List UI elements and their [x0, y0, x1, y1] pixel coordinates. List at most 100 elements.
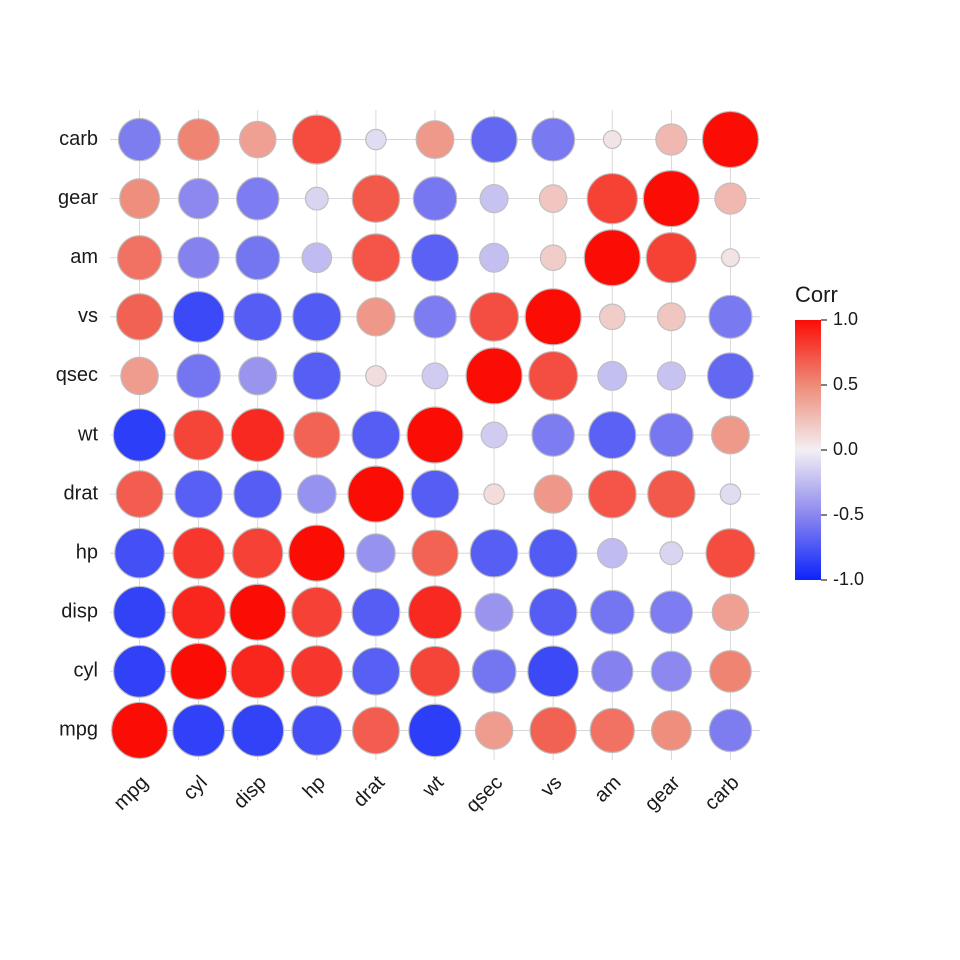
corr-bubble [173, 528, 224, 579]
corr-bubble [651, 651, 691, 691]
corr-bubble [172, 586, 225, 639]
corr-bubble [584, 230, 640, 286]
corr-bubble [658, 303, 686, 331]
bubbles [112, 112, 759, 759]
corr-bubble [113, 409, 165, 461]
corr-bubble [293, 293, 341, 341]
corr-bubble [588, 470, 636, 518]
corr-bubble [240, 121, 276, 157]
corr-bubble [357, 298, 395, 336]
corr-bubble [293, 352, 341, 400]
y-label: qsec [56, 364, 98, 386]
corr-bubble [702, 112, 758, 168]
legend-tick-label: 0.5 [833, 374, 858, 394]
corr-bubble [294, 412, 340, 458]
corr-bubble [529, 352, 578, 401]
corr-bubble [475, 593, 513, 631]
corr-bubble [230, 584, 286, 640]
corr-bubble [532, 414, 574, 456]
corr-bubble [712, 594, 748, 630]
corr-bubble [366, 129, 386, 149]
corr-bubble [353, 707, 400, 754]
corr-bubble [292, 706, 342, 756]
corr-bubble [121, 357, 158, 394]
corr-bubble [414, 296, 456, 338]
corr-bubble [234, 293, 282, 341]
corr-bubble [112, 702, 168, 758]
corr-bubble [708, 353, 754, 399]
corr-bubble [352, 411, 400, 459]
corr-bubble [413, 177, 456, 220]
corr-bubble [116, 294, 162, 340]
corr-bubble [177, 354, 221, 398]
corr-bubble [236, 177, 279, 220]
corr-bubble [530, 707, 576, 753]
corr-bubble [357, 534, 396, 573]
corr-bubble [715, 183, 746, 214]
y-label: drat [64, 482, 99, 504]
corr-bubble [239, 357, 277, 395]
corr-bubble [648, 470, 695, 517]
corr-bubble [656, 124, 687, 155]
corr-bubble [291, 646, 342, 697]
corr-bubble [710, 651, 751, 692]
y-label: am [70, 246, 98, 268]
corr-bubble [598, 538, 628, 568]
corr-bubble [470, 292, 519, 341]
corr-bubble [646, 233, 696, 283]
corr-bubble [484, 484, 504, 504]
corr-bubble [592, 651, 633, 692]
corr-bubble [480, 185, 508, 213]
corr-bubble [720, 484, 740, 504]
corr-bubble [534, 475, 572, 513]
legend-title: Corr [795, 282, 838, 307]
corr-bubble [171, 643, 227, 699]
legend-tick-label: 1.0 [833, 309, 858, 329]
y-label: carb [59, 128, 98, 150]
corr-bubble [650, 591, 693, 634]
corr-bubble [470, 529, 518, 577]
corr-bubble [292, 587, 342, 637]
corr-bubble [528, 646, 579, 697]
corr-bubble [529, 588, 577, 636]
corr-bubble [471, 117, 517, 163]
corr-bubble [348, 466, 404, 522]
corr-bubble [589, 411, 636, 458]
corr-bubble [292, 115, 341, 164]
legend-tick-label: -1.0 [833, 569, 864, 589]
corr-bubble [422, 363, 448, 389]
corr-bubble [305, 187, 328, 210]
corr-bubble [179, 179, 219, 219]
corr-bubble [178, 119, 219, 160]
correlation-plot: mpgcyldisphpdratwtqsecvsamgearcarbmpgcyl… [0, 0, 960, 960]
corr-bubble [173, 291, 224, 342]
y-label: wt [77, 423, 98, 445]
corr-bubble [660, 542, 683, 565]
corr-bubble [466, 348, 522, 404]
y-label: cyl [74, 660, 98, 682]
corr-bubble [407, 407, 463, 463]
corr-bubble [416, 121, 454, 159]
corr-bubble [722, 249, 740, 267]
corr-bubble [651, 711, 691, 751]
legend-colorbar [795, 320, 821, 580]
y-label: mpg [59, 719, 98, 741]
corr-bubble [650, 413, 693, 456]
corr-bubble [352, 648, 399, 695]
corr-bubble [598, 361, 627, 390]
corr-bubble [411, 234, 458, 281]
corr-bubble [352, 588, 400, 636]
corr-bubble [352, 234, 400, 282]
corr-bubble [289, 525, 345, 581]
corr-bubble [480, 243, 509, 272]
corr-bubble [590, 590, 634, 634]
corr-bubble [587, 174, 637, 224]
y-label: gear [58, 187, 98, 209]
corr-bubble [706, 529, 755, 578]
corr-bubble [409, 704, 461, 756]
corr-bubble [232, 705, 284, 757]
corr-bubble [709, 295, 752, 338]
corr-bubble [174, 410, 224, 460]
y-label: vs [78, 305, 98, 327]
corr-bubble [116, 471, 163, 518]
